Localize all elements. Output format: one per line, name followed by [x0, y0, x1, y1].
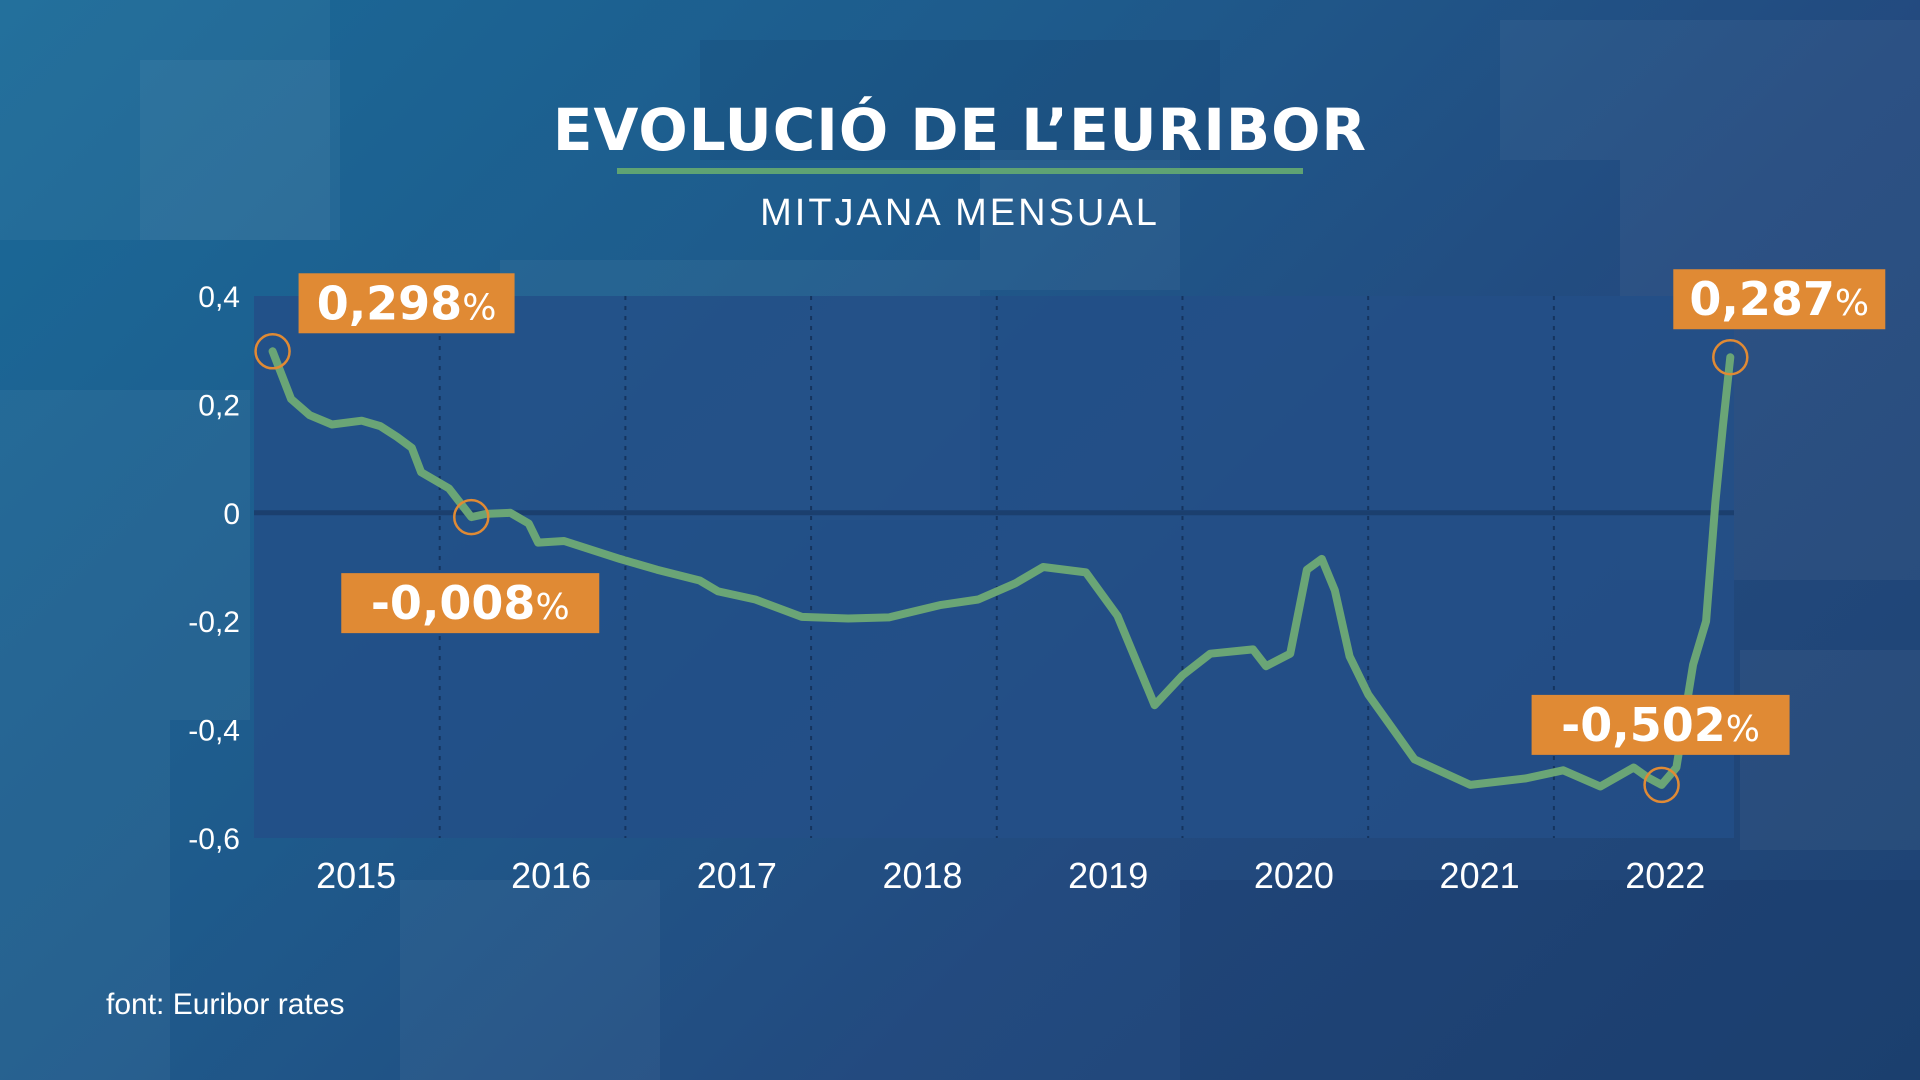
callout-box	[298, 273, 515, 334]
x-tick-label: 2017	[697, 855, 777, 896]
x-tick-label: 2018	[882, 855, 962, 896]
callout-label: 0,298%	[317, 276, 497, 330]
y-tick-label: -0,4	[188, 715, 240, 748]
y-tick-label: -0,6	[188, 823, 240, 856]
y-tick-label: 0,2	[198, 389, 240, 422]
page-subtitle: MITJANA MENSUAL	[760, 192, 1160, 234]
callout-box	[341, 573, 600, 634]
callout-box	[1531, 694, 1790, 755]
x-tick-label: 2020	[1254, 855, 1334, 896]
callout-label: 0,287%	[1689, 272, 1869, 326]
x-tick-label: 2021	[1440, 855, 1520, 896]
y-tick-label: 0,4	[198, 281, 240, 314]
x-tick-label: 2019	[1068, 855, 1148, 896]
callout-box	[1673, 269, 1886, 330]
title-underline	[617, 168, 1303, 174]
x-tick-label: 2022	[1625, 855, 1705, 896]
callout-ring	[1643, 766, 1680, 804]
callout-ring	[1712, 338, 1749, 376]
page-title: EVOLUCIÓ DE L’EURIBOR	[552, 96, 1368, 164]
x-tick-label: 2015	[316, 855, 396, 896]
callout-ring	[453, 498, 490, 536]
series-line	[268, 347, 1735, 791]
plot-area	[254, 296, 1734, 838]
callout-label: -0,008%	[371, 576, 570, 630]
y-tick-label: -0,2	[188, 606, 240, 639]
x-tick-label: 2016	[511, 855, 591, 896]
callout-label: -0,502%	[1561, 698, 1760, 752]
callout-ring	[254, 333, 291, 370]
source-note: font: Euribor rates	[106, 988, 345, 1021]
y-tick-label: 0	[223, 498, 240, 531]
